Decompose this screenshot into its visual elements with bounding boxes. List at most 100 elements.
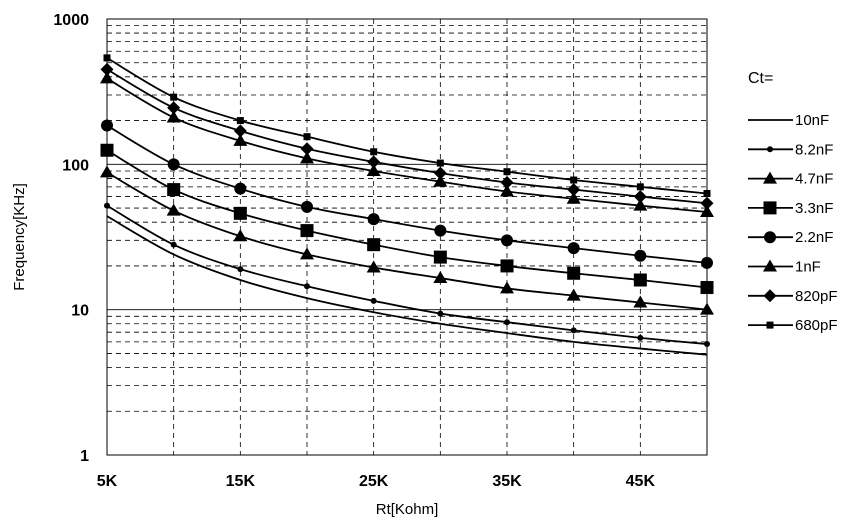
data-point	[167, 183, 181, 197]
data-point	[167, 158, 180, 171]
legend-marker	[764, 231, 776, 244]
data-point	[566, 288, 581, 301]
data-point	[700, 302, 714, 315]
series-line	[106, 124, 708, 264]
data-point	[170, 93, 178, 101]
series-820pF	[100, 62, 714, 210]
x-axis-ticks: 5K 15K 25K 35K 45K	[97, 473, 656, 490]
grid	[107, 19, 707, 455]
series-8.2nF	[104, 202, 710, 348]
legend-entry: 680pF	[748, 317, 838, 334]
data-point	[236, 117, 244, 125]
series-line	[106, 204, 708, 345]
data-point	[566, 191, 581, 204]
y-axis-ticks: 1 10 100 1000	[53, 12, 89, 465]
series-line	[106, 68, 708, 205]
data-point	[300, 142, 314, 156]
data-point	[504, 319, 510, 326]
legend-entry: 1nF	[748, 259, 821, 276]
legend-entry: 2.2nF	[748, 229, 833, 246]
data-point	[437, 310, 444, 317]
x-axis-title: Rt[Kohm]	[376, 501, 439, 518]
series-4.7nF	[100, 165, 714, 315]
data-point	[100, 143, 114, 157]
data-point	[303, 133, 311, 141]
series-10nF	[106, 215, 708, 356]
data-point	[633, 190, 647, 204]
legend-marker	[763, 259, 777, 272]
data-point	[233, 206, 247, 220]
data-point	[101, 119, 113, 132]
legend-marker	[763, 201, 777, 215]
data-point	[366, 260, 381, 273]
y-tick-label: 10	[71, 303, 89, 320]
legend-marker	[763, 289, 777, 303]
series-2.2nF	[101, 119, 713, 269]
legend-entry: 3.3nF	[748, 200, 833, 217]
legend-label: 8.2nF	[795, 141, 833, 158]
legend-label: 4.7nF	[795, 171, 833, 188]
series-lines	[100, 54, 714, 356]
data-point	[300, 151, 314, 164]
data-point	[636, 183, 644, 191]
legend-marker	[763, 171, 777, 184]
data-point	[367, 238, 381, 252]
legend-entry: 10nF	[748, 112, 829, 129]
data-point	[700, 281, 714, 295]
data-point	[233, 133, 248, 146]
data-point	[100, 62, 114, 76]
legend-label: 1nF	[795, 259, 821, 276]
data-point	[100, 71, 114, 84]
x-tick-label: 15K	[226, 473, 256, 490]
legend-entry: 4.7nF	[748, 171, 833, 188]
data-point	[370, 148, 378, 156]
x-tick-label: 35K	[492, 473, 522, 490]
data-point	[637, 334, 644, 341]
legend-title: Ct=	[748, 70, 773, 87]
data-point	[233, 229, 248, 242]
data-point	[704, 341, 710, 348]
series-line	[106, 171, 708, 311]
plot-frame	[106, 18, 708, 456]
data-point	[433, 250, 447, 264]
data-point	[433, 174, 448, 187]
legend-label: 680pF	[795, 317, 838, 334]
data-point	[366, 163, 381, 176]
legend: Ct= 10nF 8.2nF 4.7nF 3.3nF 2.2nF 1nF 820pF 680p…	[748, 70, 838, 334]
data-point	[433, 271, 448, 284]
data-point	[700, 204, 714, 217]
y-tick-label: 1000	[53, 12, 89, 29]
x-tick-label: 45K	[626, 473, 656, 490]
y-tick-label: 1	[80, 448, 89, 465]
x-tick-label: 25K	[359, 473, 389, 490]
legend-label: 3.3nF	[795, 200, 833, 217]
data-point	[103, 54, 111, 62]
series-line	[106, 77, 708, 213]
data-point	[100, 165, 114, 178]
data-point	[567, 242, 580, 255]
legend-entry: 820pF	[748, 288, 838, 305]
data-point	[633, 295, 648, 308]
data-point	[500, 281, 514, 294]
legend-label: 2.2nF	[795, 229, 833, 246]
data-point	[570, 327, 577, 334]
data-point	[570, 176, 578, 184]
legend-label: 820pF	[795, 288, 838, 305]
data-point	[300, 247, 314, 260]
legend-marker	[766, 321, 774, 329]
data-point	[633, 273, 647, 287]
data-point	[500, 184, 514, 197]
data-point	[433, 166, 447, 180]
series-line	[106, 149, 708, 289]
data-point	[234, 182, 247, 195]
series-680pF	[103, 54, 711, 197]
legend-entry: 8.2nF	[748, 141, 833, 158]
data-point	[703, 189, 711, 197]
y-tick-label: 100	[62, 157, 89, 174]
data-point	[567, 183, 581, 197]
series-3.3nF	[100, 143, 714, 295]
data-point	[501, 234, 513, 247]
series-line	[106, 215, 708, 356]
data-point	[233, 124, 247, 138]
